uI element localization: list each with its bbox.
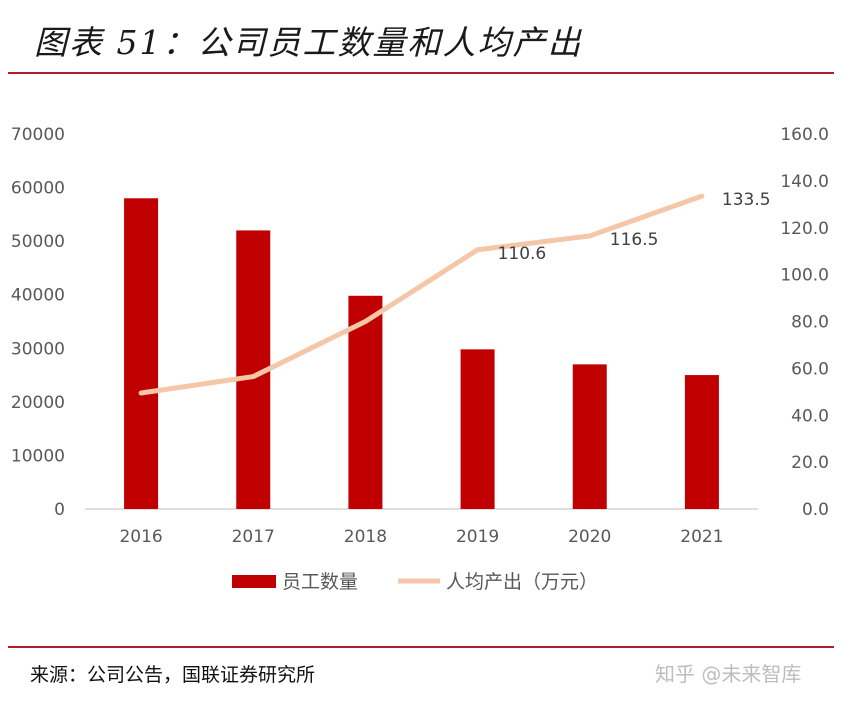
x-tick-label: 2020	[568, 527, 611, 547]
line-data-label: 110.6	[498, 244, 547, 264]
combo-chart: 0 10000 20000 30000 40000 50000 60000 70000 0.0…	[11, 125, 829, 593]
bar-2018	[348, 295, 383, 509]
left-tick-label: 10000	[11, 446, 65, 466]
right-tick-label: 20.0	[791, 453, 829, 473]
x-axis: 2016 2017 2018 2019 2020 2021	[119, 527, 723, 547]
right-tick-label: 120.0	[780, 219, 829, 239]
watermark: 知乎 @未来智库	[655, 662, 802, 686]
x-tick-label: 2019	[456, 527, 499, 547]
legend-label-line: 人均产出（万元）	[446, 571, 598, 593]
left-tick-label: 40000	[11, 286, 65, 306]
left-axis: 0 10000 20000 30000 40000 50000 60000 70000	[11, 125, 65, 520]
top-divider	[8, 72, 834, 74]
legend-label-bar: 员工数量	[282, 571, 358, 593]
left-tick-label: 60000	[11, 179, 65, 199]
bar-2019	[460, 349, 495, 509]
left-tick-label: 70000	[11, 125, 65, 145]
chart-title: 图表 51：公司员工数量和人均产出	[34, 23, 583, 62]
left-tick-label: 20000	[11, 393, 65, 413]
bar-2020	[572, 364, 607, 509]
x-tick-label: 2016	[119, 527, 162, 547]
legend: 员工数量 人均产出（万元）	[232, 571, 598, 593]
right-axis: 0.0 20.0 40.0 60.0 80.0 100.0 120.0 140.0 160.0	[780, 125, 829, 520]
right-tick-label: 80.0	[791, 313, 829, 333]
left-tick-label: 0	[54, 500, 65, 520]
right-tick-label: 0.0	[802, 500, 829, 520]
right-tick-label: 100.0	[780, 266, 829, 286]
bar-2021	[684, 375, 719, 509]
right-tick-label: 60.0	[791, 359, 829, 379]
right-tick-label: 160.0	[780, 125, 829, 145]
left-tick-label: 50000	[11, 232, 65, 252]
bar-series	[124, 198, 719, 510]
source-note: 来源：公司公告，国联证券研究所	[30, 664, 316, 686]
bottom-divider	[8, 646, 834, 648]
left-tick-label: 30000	[11, 339, 65, 359]
line-series-per-capita-output	[138, 193, 705, 396]
x-tick-label: 2021	[680, 527, 723, 547]
bar-2016	[124, 198, 159, 510]
x-tick-label: 2017	[232, 527, 275, 547]
right-tick-label: 40.0	[791, 406, 829, 426]
line-data-label: 133.5	[722, 190, 771, 210]
legend-swatch-bar	[232, 575, 276, 588]
right-tick-label: 140.0	[780, 172, 829, 192]
line-data-label: 116.5	[610, 230, 659, 250]
line-data-labels: 110.6 116.5 133.5	[498, 190, 771, 264]
x-tick-label: 2018	[344, 527, 387, 547]
